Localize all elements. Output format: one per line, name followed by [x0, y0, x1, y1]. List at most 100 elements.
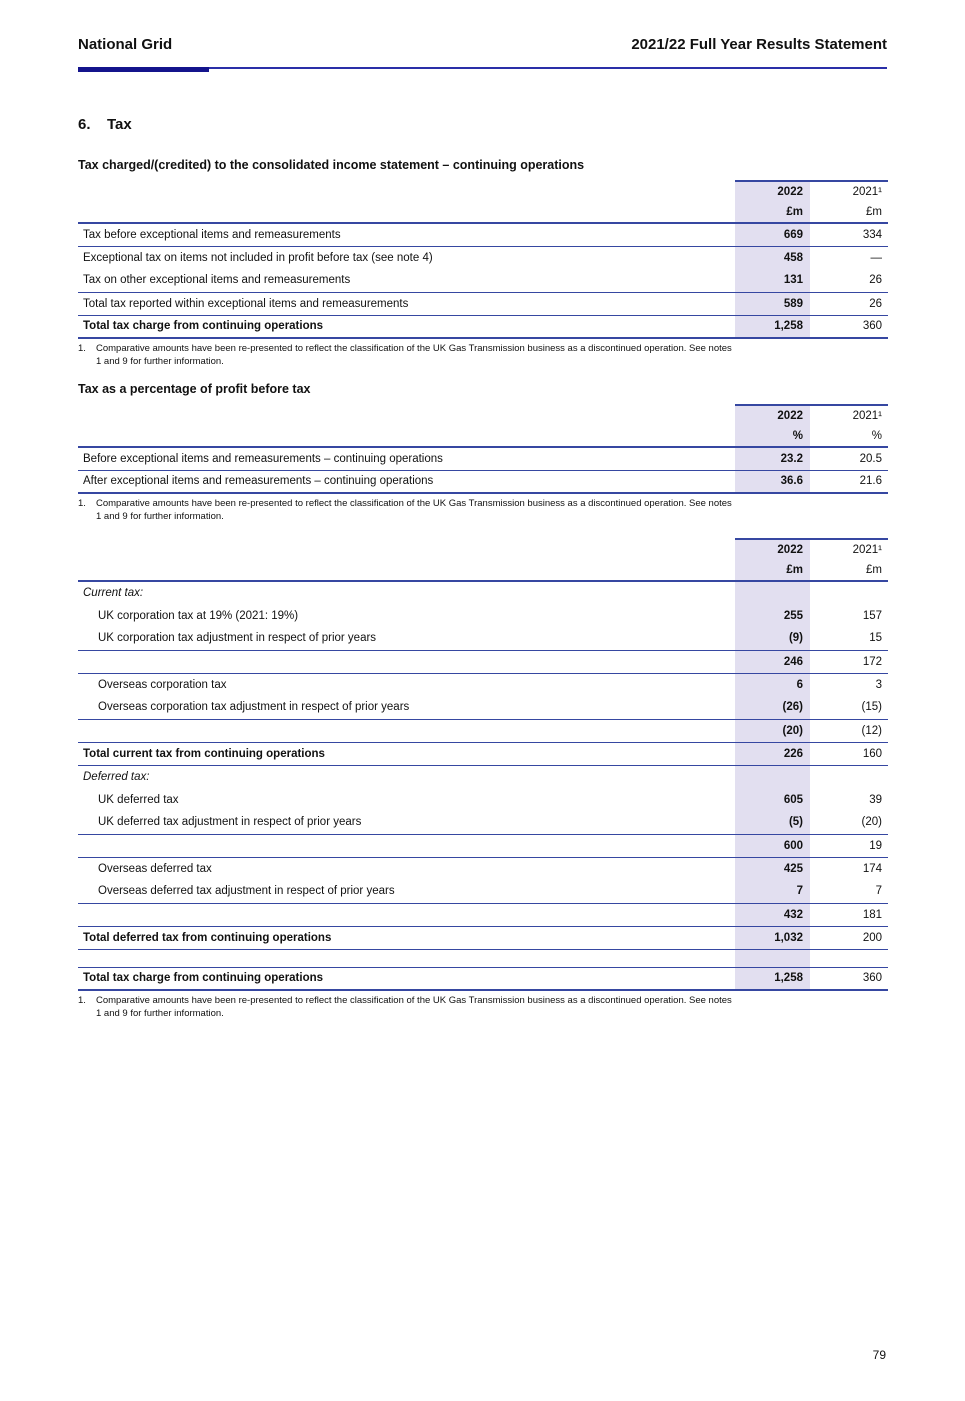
value-2022: 458: [735, 246, 810, 269]
table-row: Overseas deferred tax adjustment in resp…: [78, 880, 888, 904]
table-row: Tax before exceptional items and remeasu…: [78, 223, 888, 247]
value-2021: 39: [869, 793, 882, 806]
value-2022: 1,258: [735, 315, 810, 339]
col-unit-2021: £m: [810, 560, 888, 582]
col-unit-2022: £m: [735, 560, 810, 582]
col-header-2021: 2021¹: [810, 180, 888, 202]
table-row: Before exceptional items and remeasureme…: [78, 447, 888, 471]
value-2022: 23.2: [735, 447, 810, 471]
table-row-subtotal: 432 181: [78, 903, 888, 927]
table-row: After exceptional items and remeasuremen…: [78, 470, 888, 494]
header-rule-thick-segment: [78, 67, 209, 72]
footnote: 1. Comparative amounts have been re-pres…: [78, 342, 887, 368]
section-heading: 6. Tax: [78, 116, 887, 133]
value-2021: (20): [810, 811, 888, 835]
row-label: Total deferred tax from continuing opera…: [78, 926, 735, 950]
row-label: Overseas deferred tax adjustment in resp…: [78, 880, 735, 904]
table2-heading: Tax as a percentage of profit before tax: [78, 382, 311, 396]
row-label: Total tax reported within exceptional it…: [78, 292, 735, 316]
value-2021: 160: [810, 742, 888, 766]
table-header-years: 2022 2021¹: [78, 404, 888, 426]
value-2022: 669: [735, 223, 810, 247]
footnote: 1. Comparative amounts have been re-pres…: [78, 994, 887, 1020]
brand-text: National Grid: [78, 36, 173, 53]
page-number: 79: [872, 1348, 886, 1362]
col-header-2022: 2022: [735, 538, 810, 560]
value-2021: —: [870, 251, 883, 264]
row-label: UK corporation tax adjustment in respect…: [78, 627, 735, 651]
value-2022: 432: [735, 903, 810, 927]
value-2022: [735, 949, 810, 968]
row-label: [78, 949, 735, 968]
table-row: UK deferred tax 605 39: [78, 788, 888, 811]
value-2021: 334: [810, 223, 888, 247]
table-row: Overseas deferred tax 425 174: [78, 857, 888, 880]
value-2021: (12): [810, 719, 888, 743]
value-2022: (5): [735, 811, 810, 835]
value-2022: 1,032: [735, 926, 810, 950]
table-row-group: Deferred tax:: [78, 765, 888, 788]
table-row-total: Total deferred tax from continuing opera…: [78, 926, 888, 950]
value-2022: 255: [735, 604, 810, 627]
value-2022: 226: [735, 742, 810, 766]
row-label: [78, 650, 735, 674]
value-2021: 174: [862, 862, 882, 875]
value-2021: 26: [810, 269, 888, 293]
table-row: Exceptional tax on items not included in…: [78, 246, 888, 269]
row-label: UK deferred tax adjustment in respect of…: [78, 811, 735, 835]
value-2021: (15): [810, 696, 888, 720]
row-label: Overseas deferred tax: [98, 862, 212, 875]
value-2022: [735, 581, 810, 604]
table-row: UK corporation tax adjustment in respect…: [78, 627, 888, 651]
table-row-subtotal: 246 172: [78, 650, 888, 674]
table-row-subtotal: 600 19: [78, 834, 888, 858]
value-2021: 360: [810, 967, 888, 991]
row-label: Overseas corporation tax: [98, 678, 227, 691]
col-unit-2022: %: [735, 426, 810, 448]
value-2022: 1,258: [735, 967, 810, 991]
value-2021: 21.6: [810, 470, 888, 494]
page-header: National Grid 2021/22 Full Year Results …: [78, 36, 887, 53]
footnote-marker: 1.: [78, 498, 86, 509]
table-row-subtotal: (20) (12): [78, 719, 888, 743]
value-2021: [810, 581, 888, 604]
row-label: Overseas corporation tax adjustment in r…: [78, 696, 735, 720]
footnote-marker: 1.: [78, 995, 86, 1006]
row-label: UK deferred tax: [98, 793, 179, 806]
value-2022: 7: [735, 880, 810, 904]
value-2021: 200: [810, 926, 888, 950]
value-2021: 20.5: [810, 447, 888, 471]
col-header-2022: 2022: [735, 404, 810, 426]
table-header-units: £m £m: [78, 560, 888, 582]
col-unit-2022: £m: [735, 202, 810, 224]
row-label: Total tax charge from continuing operati…: [78, 967, 735, 991]
value-2021: 157: [862, 609, 882, 622]
value-2022: (20): [735, 719, 810, 743]
value-2021: 26: [810, 292, 888, 316]
value-2021: 15: [810, 627, 888, 651]
table-row: Tax on other exceptional items and remea…: [78, 269, 888, 293]
col-unit-2021: £m: [810, 202, 888, 224]
value-2022: 6: [735, 673, 810, 696]
col-unit-2021: %: [810, 426, 888, 448]
table-header-years: 2022 2021¹: [78, 538, 888, 560]
value-2022: 246: [735, 650, 810, 674]
header-rule-thin-line: [78, 67, 887, 69]
value-2021: [810, 949, 888, 968]
page-content: National Grid 2021/22 Full Year Results …: [0, 36, 965, 1020]
table-row: Overseas corporation tax adjustment in r…: [78, 696, 888, 720]
value-2022: 605: [735, 788, 810, 811]
section-number: 6.: [78, 116, 91, 133]
row-label: After exceptional items and remeasuremen…: [78, 470, 735, 494]
header-rule: [78, 67, 887, 72]
value-2022: 425: [735, 857, 810, 880]
table-tax-detail: 2022 2021¹ £m £m Current tax: UK corpora…: [78, 538, 888, 991]
value-2022: 131: [735, 269, 810, 293]
row-label: Total tax charge from continuing operati…: [78, 315, 735, 339]
table-row: UK deferred tax adjustment in respect of…: [78, 811, 888, 835]
value-2021: [810, 765, 888, 788]
row-label: [78, 834, 735, 858]
col-header-2022: 2022: [735, 180, 810, 202]
table-header-units: % %: [78, 426, 888, 448]
table-row-group: Current tax:: [78, 581, 888, 604]
